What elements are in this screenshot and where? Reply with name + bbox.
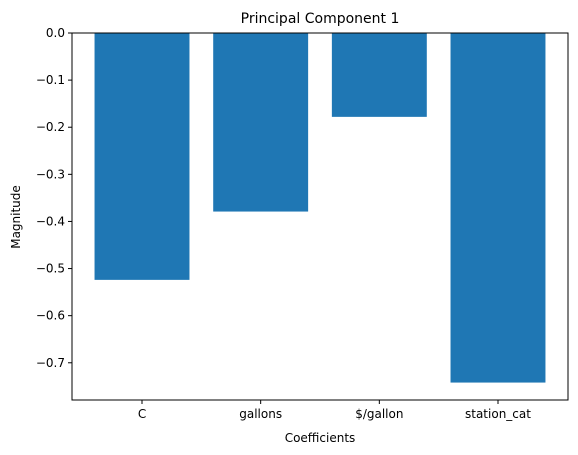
x-tick-label: $/gallon [355,407,403,421]
bar-1 [213,33,309,212]
chart-title: Principal Component 1 [241,11,400,27]
y-axis-title: Magnitude [9,185,23,249]
y-tick-label: −0.1 [36,73,65,87]
y-tick-label: 0.0 [46,26,65,40]
y-axis: 0.0 −0.1 −0.2 −0.3 −0.4 −0.5 −0.6 −0.7 [36,26,72,370]
y-tick-label: −0.6 [36,309,65,323]
y-tick-label: −0.7 [36,356,65,370]
x-axis-title: Coefficients [285,431,356,445]
y-tick-label: −0.5 [36,262,65,276]
bar-2 [331,33,427,117]
y-tick-label: −0.2 [36,120,65,134]
plot-frame [71,32,569,401]
x-tick-label: station_cat [465,407,531,421]
x-tick-label: gallons [239,407,282,421]
x-tick-label: C [138,407,146,421]
y-tick-label: −0.3 [36,167,65,181]
bar-3 [450,33,546,383]
bar-0 [94,33,190,280]
plot-area [94,33,546,383]
y-tick-label: −0.4 [36,214,65,228]
